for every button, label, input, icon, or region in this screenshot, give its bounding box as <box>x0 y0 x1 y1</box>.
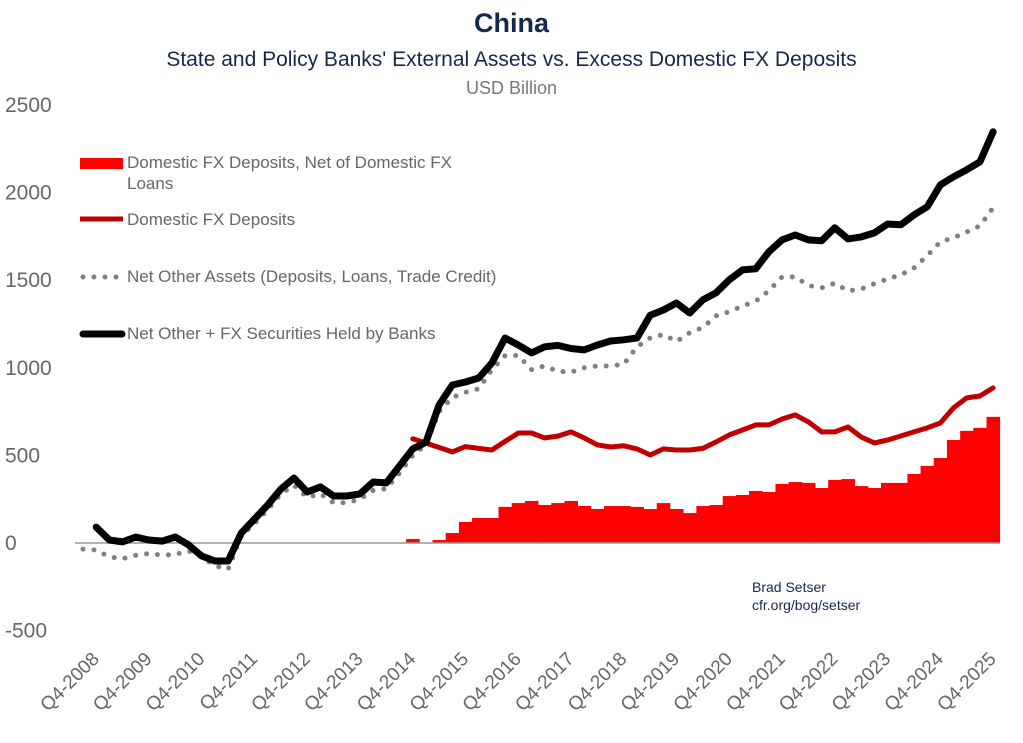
bar <box>973 427 987 543</box>
y-tick-label: 1000 <box>5 357 52 380</box>
bar <box>960 430 974 543</box>
bar <box>880 482 895 543</box>
bar <box>933 458 948 543</box>
bar <box>920 465 935 543</box>
y-tick-label: 500 <box>5 444 40 467</box>
y-tick-label: 0 <box>5 532 17 555</box>
bar <box>669 509 684 543</box>
bar <box>683 513 697 543</box>
bar <box>775 483 790 543</box>
bar <box>801 482 816 543</box>
bar <box>406 538 420 543</box>
credit-url: cfr.org/bog/setser <box>752 597 861 613</box>
legend-label-net-other: Net Other Assets (Deposits, Loans, Trade… <box>127 267 497 286</box>
bar <box>643 509 658 543</box>
deposits-line <box>410 385 996 458</box>
bar <box>511 503 526 543</box>
y-tick-label: 2000 <box>5 182 52 205</box>
bar <box>946 439 961 543</box>
bar <box>604 506 618 543</box>
bar <box>577 506 592 543</box>
bar <box>709 504 724 543</box>
bar <box>458 521 473 543</box>
bar <box>828 479 842 543</box>
y-tick-label: 2500 <box>5 94 52 117</box>
credit-author: Brad Setser <box>752 579 826 595</box>
bar <box>590 509 605 543</box>
bar <box>907 473 921 543</box>
bar <box>630 506 644 543</box>
bar <box>735 494 750 543</box>
y-tick-label: -500 <box>5 620 47 643</box>
y-unit-label: USD Billion <box>465 78 558 98</box>
bar <box>485 517 499 543</box>
bar <box>524 500 539 543</box>
y-tick-label: 1500 <box>5 269 52 292</box>
chart-title: China <box>473 8 549 38</box>
net-other-dotted-line <box>80 205 996 572</box>
legend-label-net-deposits: Domestic FX Deposits, Net of Domestic FX… <box>127 153 452 193</box>
bar <box>617 506 631 543</box>
bar <box>894 482 908 543</box>
legend-label-net-other-securities: Net Other + FX Securities Held by Banks <box>127 324 436 343</box>
chart-subtitle: State and Policy Banks' External Assets … <box>166 48 857 71</box>
bar <box>564 500 579 543</box>
x-tick-label: Q4-2010 <box>142 649 209 716</box>
bar <box>867 487 882 543</box>
bar <box>788 482 803 543</box>
bar <box>551 503 565 543</box>
x-tick-label: Q4-2025 <box>934 649 1001 716</box>
bar <box>656 503 671 543</box>
bar <box>854 486 869 543</box>
legend-swatch-net-deposits <box>80 158 123 169</box>
bar <box>538 504 552 543</box>
bar <box>472 517 486 543</box>
bar <box>432 540 447 543</box>
bar <box>841 479 856 543</box>
bar <box>762 492 776 543</box>
net-other-securities-line <box>92 128 997 565</box>
bar <box>722 496 737 543</box>
bar <box>749 490 763 543</box>
bar <box>815 487 829 543</box>
bar <box>986 416 1001 543</box>
legend-label-deposits: Domestic FX Deposits <box>127 210 296 229</box>
bar <box>445 533 460 543</box>
bar <box>696 506 710 543</box>
bar <box>498 506 513 543</box>
